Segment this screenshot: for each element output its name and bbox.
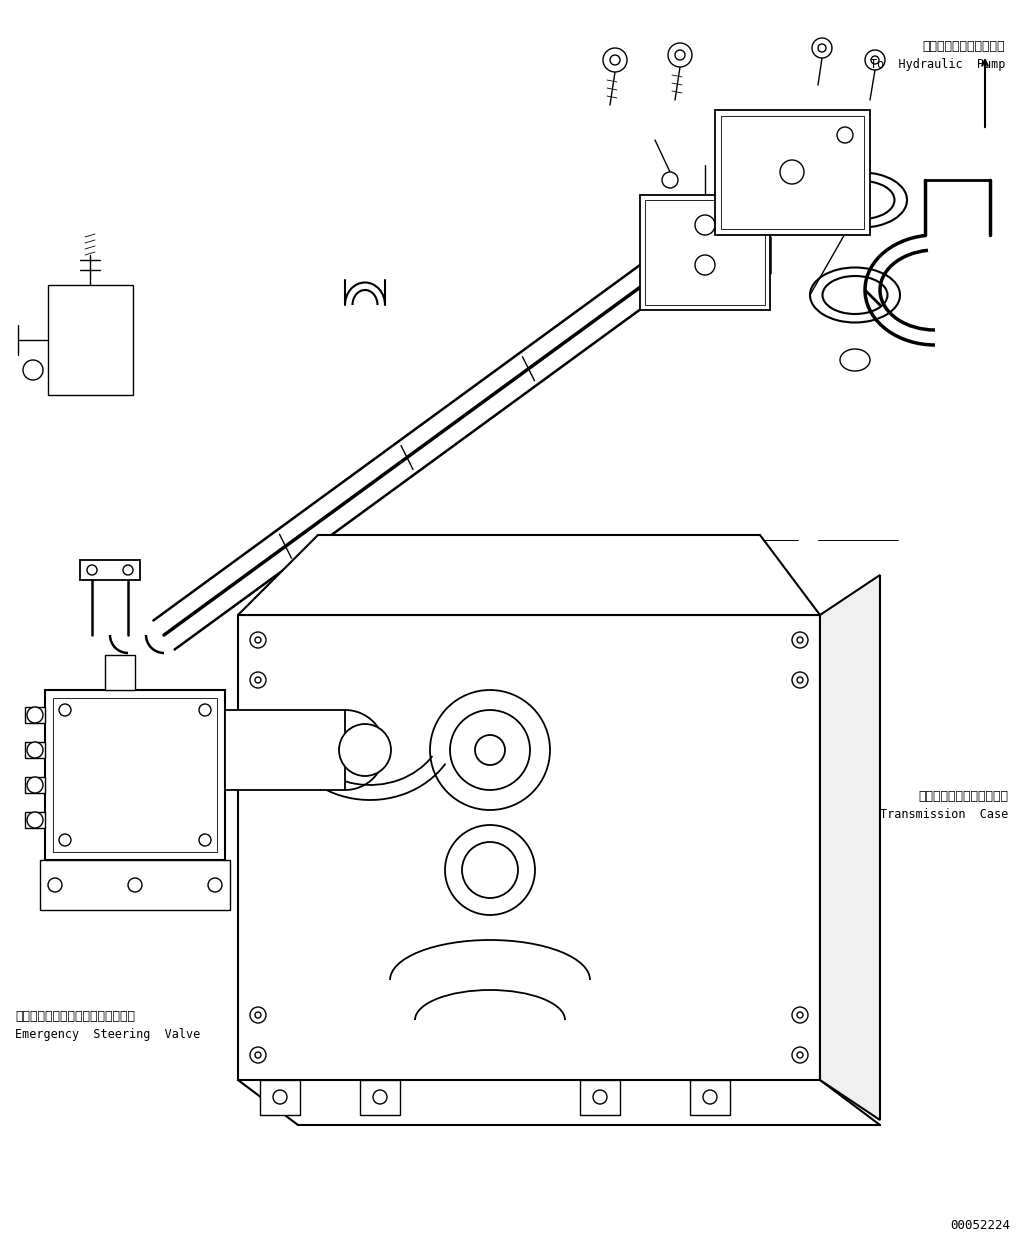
Circle shape xyxy=(27,706,43,723)
Circle shape xyxy=(837,127,853,143)
Circle shape xyxy=(871,56,879,64)
Circle shape xyxy=(797,1012,803,1018)
Circle shape xyxy=(792,672,808,688)
Circle shape xyxy=(48,878,62,892)
Bar xyxy=(25,743,45,758)
Circle shape xyxy=(27,743,43,758)
Circle shape xyxy=(59,834,71,846)
Bar xyxy=(105,655,135,690)
Bar xyxy=(715,110,870,235)
Circle shape xyxy=(59,704,71,716)
Circle shape xyxy=(23,360,43,380)
Circle shape xyxy=(779,159,804,184)
Polygon shape xyxy=(238,616,820,1080)
Circle shape xyxy=(250,1047,266,1063)
Circle shape xyxy=(250,672,266,688)
Circle shape xyxy=(445,825,535,915)
Bar xyxy=(48,285,134,395)
Circle shape xyxy=(662,172,678,188)
Bar xyxy=(225,710,345,790)
Text: Transmission  Case: Transmission Case xyxy=(880,807,1007,821)
Bar xyxy=(640,196,770,310)
Bar xyxy=(25,706,45,723)
Circle shape xyxy=(255,637,261,643)
Circle shape xyxy=(865,50,885,70)
Circle shape xyxy=(732,172,748,188)
Text: Emergency  Steering  Valve: Emergency Steering Valve xyxy=(15,1028,200,1040)
Circle shape xyxy=(792,1047,808,1063)
Circle shape xyxy=(668,44,692,67)
Text: 00052224: 00052224 xyxy=(950,1219,1010,1232)
Text: エマージェンシステアリングバルブ: エマージェンシステアリングバルブ xyxy=(15,1011,135,1023)
Circle shape xyxy=(817,44,826,52)
Circle shape xyxy=(255,1012,261,1018)
Circle shape xyxy=(703,1090,717,1104)
Bar xyxy=(45,690,225,860)
Bar xyxy=(690,1080,730,1115)
Circle shape xyxy=(797,637,803,643)
Circle shape xyxy=(208,878,222,892)
Bar xyxy=(260,1080,300,1115)
Circle shape xyxy=(273,1090,287,1104)
Circle shape xyxy=(462,842,518,898)
Text: ハイドロリックポンプへ: ハイドロリックポンプへ xyxy=(922,40,1005,54)
Bar xyxy=(580,1080,620,1115)
Circle shape xyxy=(603,49,627,72)
Circle shape xyxy=(255,1052,261,1058)
Bar xyxy=(53,698,217,852)
Circle shape xyxy=(199,704,211,716)
Polygon shape xyxy=(820,574,880,1120)
Circle shape xyxy=(476,735,505,765)
Polygon shape xyxy=(238,535,820,616)
Circle shape xyxy=(250,632,266,648)
Bar xyxy=(25,778,45,792)
Bar xyxy=(80,559,140,579)
Circle shape xyxy=(27,778,43,792)
Bar xyxy=(360,1080,400,1115)
Circle shape xyxy=(695,216,715,235)
Circle shape xyxy=(27,812,43,829)
Circle shape xyxy=(128,878,142,892)
Circle shape xyxy=(450,710,530,790)
Circle shape xyxy=(339,724,391,776)
Circle shape xyxy=(797,677,803,683)
Circle shape xyxy=(430,690,550,810)
Circle shape xyxy=(373,1090,387,1104)
Circle shape xyxy=(812,37,832,59)
Circle shape xyxy=(675,50,685,60)
Bar xyxy=(645,201,765,305)
Circle shape xyxy=(255,677,261,683)
Bar xyxy=(40,860,230,910)
Circle shape xyxy=(610,55,620,65)
Circle shape xyxy=(250,1007,266,1023)
Circle shape xyxy=(593,1090,607,1104)
Circle shape xyxy=(854,155,870,169)
Bar xyxy=(721,116,864,229)
Circle shape xyxy=(792,1007,808,1023)
Circle shape xyxy=(123,564,134,574)
Circle shape xyxy=(797,1052,803,1058)
Bar xyxy=(25,812,45,829)
Text: トランスミッションケース: トランスミッションケース xyxy=(918,790,1007,802)
Text: To  Hydraulic  Pump: To Hydraulic Pump xyxy=(870,59,1005,71)
Circle shape xyxy=(792,632,808,648)
Circle shape xyxy=(199,834,211,846)
Circle shape xyxy=(87,564,97,574)
Circle shape xyxy=(695,255,715,275)
